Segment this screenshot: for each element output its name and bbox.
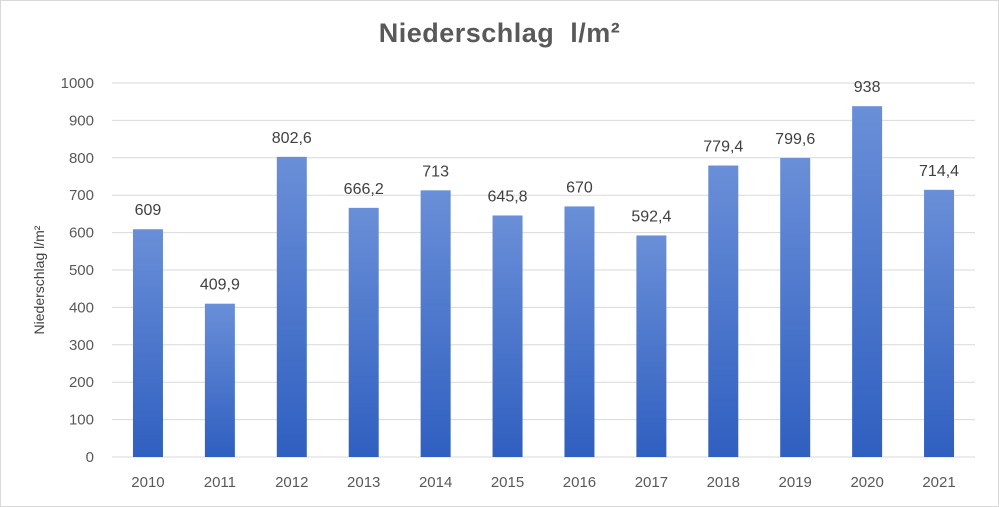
y-tick-label: 200: [69, 374, 94, 391]
y-tick-label: 1000: [61, 75, 94, 92]
x-tick-label: 2012: [275, 474, 308, 491]
y-tick-label: 900: [69, 112, 94, 129]
x-tick-label: 2017: [635, 474, 668, 491]
bar-2019: [780, 157, 811, 458]
y-tick-label: 100: [69, 412, 94, 429]
x-tick-label: 2011: [204, 474, 236, 491]
data-label-2011: 409,9: [200, 277, 240, 294]
bar-2014: [420, 190, 451, 457]
y-tick-label: 400: [69, 299, 94, 316]
y-tick-label: 0: [86, 449, 94, 466]
y-tick-label: 600: [69, 225, 94, 242]
bar-2012: [276, 156, 307, 457]
bar-2018: [708, 165, 739, 457]
x-tick-label: 2015: [491, 474, 524, 491]
bar-2015: [492, 215, 523, 457]
data-label-2014: 713: [422, 163, 449, 180]
bar-2021: [924, 189, 955, 458]
data-label-2017: 592,4: [631, 208, 671, 225]
bar-2016: [564, 206, 595, 457]
gridlines: [112, 82, 975, 458]
bar-2020: [852, 106, 883, 458]
bar-2010: [132, 229, 163, 457]
data-label-2013: 666,2: [344, 181, 384, 198]
x-tick-label: 2013: [347, 474, 380, 491]
x-tick-label: 2019: [779, 474, 812, 491]
bars: [132, 106, 955, 458]
data-label-2010: 609: [135, 202, 162, 219]
x-tick-label: 2014: [419, 474, 452, 491]
data-label-2021: 714,4: [919, 163, 959, 180]
y-tick-label: 500: [69, 262, 94, 279]
bar-2013: [348, 207, 379, 457]
data-label-2018: 779,4: [703, 139, 743, 156]
y-axis-ticks: 0 100 200 300 400 500 600 700 800 900 1000: [61, 75, 94, 466]
x-tick-label: 2016: [563, 474, 596, 491]
y-axis-label: Niederschlag l/m²: [31, 225, 47, 334]
bar-2017: [636, 235, 667, 457]
y-tick-label: 800: [69, 150, 94, 167]
data-label-2016: 670: [566, 179, 593, 196]
x-axis-ticks: 2010 2011 2012 2013 2014 2015 2016 2017 2018 2019…: [131, 474, 955, 491]
y-tick-label: 300: [69, 337, 94, 354]
data-label-2015: 645,8: [488, 188, 528, 205]
y-tick-label: 700: [69, 187, 94, 204]
bar-2011: [204, 303, 235, 457]
x-tick-label: 2020: [850, 474, 883, 491]
x-tick-label: 2010: [131, 474, 164, 491]
data-label-2019: 799,6: [775, 131, 815, 148]
x-tick-label: 2021: [922, 474, 955, 491]
data-label-2020: 938: [854, 79, 881, 96]
chart-title: Niederschlag l/m²: [378, 18, 621, 48]
data-labels: 609 409,9 802,6 666,2 713 645,8 670 592,4 779,4 7…: [135, 79, 960, 294]
x-tick-label: 2018: [707, 474, 740, 491]
data-label-2012: 802,6: [272, 130, 312, 147]
